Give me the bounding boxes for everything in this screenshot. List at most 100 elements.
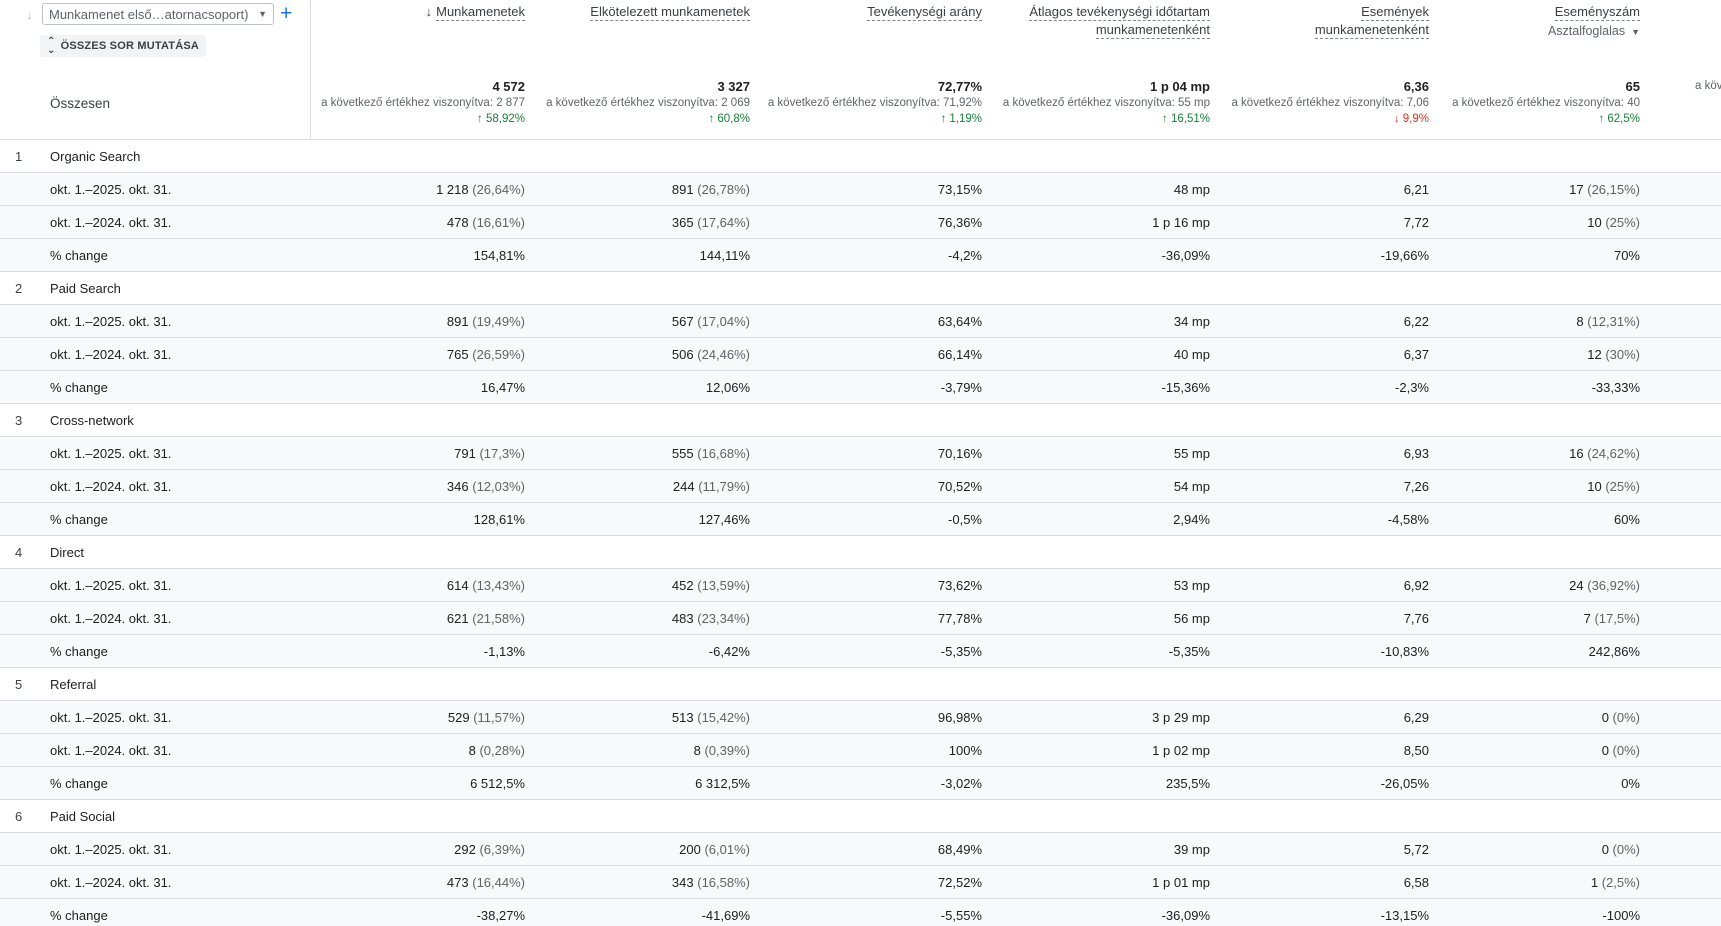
row-label: okt. 1.–2025. okt. 31. [50,182,172,197]
cell-value: 60% [1613,512,1640,527]
cell-value: -10,83% [1380,644,1429,659]
cell-value: 24 [1569,578,1584,593]
row-label: % change [50,644,108,659]
table-cell: 73,15% [938,182,982,197]
table-cell: 60% [1614,512,1640,527]
cell-share: (17,04%) [697,314,750,329]
chevron-down-icon: ▼ [1631,27,1640,37]
table-cell: 365 (17,64%) [672,215,750,230]
total-compare: a következő értékhez viszonyítva: 2 877 [321,97,525,109]
cell-share: (2,5%) [1601,875,1640,890]
cell-value: 34 mp [1173,314,1210,329]
cell-value: 144,11% [699,248,750,263]
table-header: ↓ Munkamenet első…atornacsoport) ▼ + ⌃ ⌄ … [0,0,1721,140]
table-cell: 0 (0%) [1602,743,1640,758]
cell-value: 54 mp [1173,479,1210,494]
table-cell: 343 (16,58%) [672,875,750,890]
cell-share: (0%) [1612,842,1640,857]
group-row[interactable]: 6 Paid Social [0,800,1721,833]
cell-value: -4,58% [1387,512,1429,527]
column-total: 1 p 04 mp a következő értékhez viszonyít… [1003,78,1210,127]
dimension-dropdown[interactable]: Munkamenet első…atornacsoport) ▼ [42,3,274,25]
cell-value: 63,64% [937,314,982,329]
add-dimension-button[interactable]: + [280,2,293,25]
cell-value: 791 [454,446,476,461]
cell-value: 242,86% [1588,644,1640,659]
table-cell: 891 (19,49%) [447,314,525,329]
total-compare: a következ [1695,80,1721,92]
table-cell: -0,5% [948,512,982,527]
table-row: % change 16,47% 12,06% -3,79% -15,36% -2,3% -3… [0,371,1721,404]
table-cell: 452 (13,59%) [672,578,750,593]
column-title: Elkötelezett munkamenetek [590,4,750,21]
group-row[interactable]: 5 Referral [0,668,1721,701]
table-cell: 10 (25%) [1587,215,1640,230]
cell-share: (16,68%) [697,446,750,461]
column-total: 65 a következő értékhez viszonyítva: 40 … [1452,78,1640,127]
cell-share: (17,3%) [479,446,525,461]
event-name-selector[interactable]: Asztalfoglalas ▼ [1547,24,1640,38]
table-cell: 506 (24,46%) [672,347,750,362]
cell-share: (13,43%) [472,578,525,593]
table-cell: 8 (12,31%) [1576,314,1640,329]
table-row: okt. 1.–2025. okt. 31. 791 (17,3%) 555 (16… [0,437,1721,470]
column-header-3[interactable]: Átlagos tevékenységi időtartam munkamenet… [930,0,1210,140]
cell-value: 6,37 [1403,347,1429,362]
cell-value: 53 mp [1173,578,1210,593]
cell-value: -1,13% [483,644,525,659]
group-row[interactable]: 4 Direct [0,536,1721,569]
column-title-line2: munkamenetenként [1314,22,1429,39]
column-header-5[interactable]: Eseményszám Asztalfoglalas ▼ 65 a következ… [1400,0,1640,140]
column-title: Események [1361,4,1429,21]
column-header-2[interactable]: Tevékenységi arány 72,77% a következő ér… [742,0,982,140]
table-cell: 567 (17,04%) [672,314,750,329]
table-row: okt. 1.–2024. okt. 31. 8 (0,28%) 8 (0,39%)… [0,734,1721,767]
table-cell: 2,94% [1173,512,1210,527]
table-cell: -26,05% [1381,776,1429,791]
column-header-0[interactable]: ↓ Munkamenetek 4 572 a következő értékhez… [285,0,525,140]
cell-value: 614 [446,578,469,593]
cell-share: (12,03%) [472,479,525,494]
table-row: % change -38,27% -41,69% -5,55% -36,09% -13,1… [0,899,1721,926]
cell-share: (36,92%) [1587,578,1640,593]
column-title: Átlagos tevékenységi időtartam [1029,4,1210,21]
table-row: okt. 1.–2025. okt. 31. 292 (6,39%) 200 (6,… [0,833,1721,866]
table-cell: 6 312,5% [695,776,750,791]
column-header-1[interactable]: Elkötelezett munkamenetek 3 327 a követk… [510,0,750,140]
cell-value: 73,62% [937,578,982,593]
table-cell: -2,3% [1395,380,1429,395]
cell-value: 891 [446,314,469,329]
cell-value: 343 [671,875,694,890]
table-cell: 7,72 [1404,215,1429,230]
table-cell: 765 (26,59%) [447,347,525,362]
table-cell: 128,61% [474,512,525,527]
show-all-rows-button[interactable]: ⌃ ⌄ ÖSSZES SOR MUTATÁSA [40,35,207,57]
table-cell: 0 (0%) [1602,710,1640,725]
cell-value: 891 [671,182,694,197]
cell-value: 235,5% [1165,776,1210,791]
cell-value: 7 [1583,611,1591,626]
row-label: okt. 1.–2024. okt. 31. [50,743,172,758]
row-label: okt. 1.–2024. okt. 31. [50,479,172,494]
group-row[interactable]: 3 Cross-network [0,404,1721,437]
cell-value: -36,09% [1161,908,1210,923]
table-cell: -36,09% [1162,248,1210,263]
cell-value: 555 [671,446,694,461]
total-change: ↑ 60,8% [708,113,750,125]
group-row[interactable]: 1 Organic Search [0,140,1721,173]
total-change: ↑ 1,19% [940,113,982,125]
column-total: 72,77% a következő értékhez viszonyítva:… [768,78,982,127]
group-row[interactable]: 2 Paid Search [0,272,1721,305]
table-cell: 73,62% [938,578,982,593]
table-cell: 0% [1621,776,1640,791]
row-label: okt. 1.–2024. okt. 31. [50,215,172,230]
cell-value: -4,2% [948,248,982,263]
table-cell: 1 p 16 mp [1152,215,1210,230]
sort-arrow-icon[interactable]: ↓ [26,6,33,22]
cell-value: 0% [1621,776,1640,791]
cell-value: 68,49% [937,842,982,857]
total-value: 72,77% [937,79,982,94]
column-total: 3 327 a következő értékhez viszonyítva: … [546,78,750,127]
column-header-6[interactable]: a következ [1530,0,1721,140]
column-header-4[interactable]: Események munkamenetenként 6,36 a követke… [1189,0,1429,140]
